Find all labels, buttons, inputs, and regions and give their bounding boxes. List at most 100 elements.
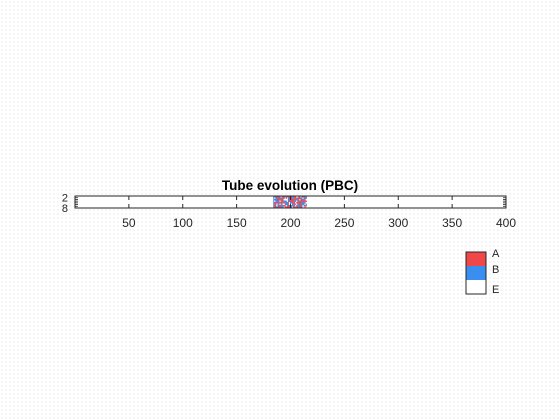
heatmap-cell xyxy=(301,196,303,198)
x-axis: 50 100 150 200 250 300 350 400 xyxy=(122,196,516,230)
heatmap-cell xyxy=(304,199,306,201)
heatmap-cell xyxy=(273,203,275,206)
heatmap-cell xyxy=(303,203,305,206)
heatmap-cell xyxy=(291,197,293,200)
heatmap-cell xyxy=(298,202,300,204)
heatmap-cell xyxy=(282,206,284,209)
heatmap-cell xyxy=(302,202,304,204)
heatmap-cell xyxy=(299,196,301,198)
heatmap-cell xyxy=(282,202,284,204)
heatmap-cell xyxy=(288,203,291,206)
heatmap-cell xyxy=(296,199,298,201)
heatmap-cell xyxy=(298,197,300,200)
x-tick-label: 250 xyxy=(334,216,354,230)
heatmap-cell xyxy=(305,200,307,203)
heatmap-cell xyxy=(293,206,295,209)
heatmap-cell xyxy=(291,202,293,204)
heatmap-cell xyxy=(288,196,291,198)
heatmap-cell xyxy=(286,203,289,206)
heatmap-cell xyxy=(286,206,289,209)
heatmap-cell xyxy=(287,197,290,200)
heatmap-cell xyxy=(302,197,304,200)
heatmap-cell xyxy=(287,206,290,209)
heatmap-cell xyxy=(304,200,306,203)
heatmap-cell xyxy=(296,202,298,204)
heatmap-cell xyxy=(275,196,277,198)
heatmap-cell xyxy=(305,199,307,201)
heatmap-cell xyxy=(300,199,302,201)
heatmap-cell xyxy=(285,200,287,203)
heatmap-cell xyxy=(293,197,295,200)
heatmap-cell xyxy=(278,205,280,207)
heatmap-cell xyxy=(296,196,298,198)
heatmap-cell xyxy=(277,205,279,207)
heatmap-cell xyxy=(295,199,297,201)
x-tick-label: 50 xyxy=(122,216,136,230)
heatmap-cell xyxy=(301,203,303,206)
heatmap-cell xyxy=(304,196,306,198)
heatmap-cell xyxy=(297,199,299,201)
heatmap-cell xyxy=(294,205,296,207)
heatmap-cell xyxy=(286,205,289,207)
heatmap-cell xyxy=(303,199,305,201)
heatmap-cell xyxy=(276,197,278,200)
heatmap-cell xyxy=(283,205,285,207)
heatmap-cell xyxy=(294,206,296,209)
heatmap-cell xyxy=(281,196,283,198)
heatmap-cell xyxy=(277,199,279,201)
heatmap-cell xyxy=(273,205,275,207)
heatmap-cell xyxy=(296,205,298,207)
x-tick-label: 350 xyxy=(442,216,462,230)
heatmap-cell xyxy=(303,197,305,200)
heatmap-cell xyxy=(283,206,285,209)
y-tick-label: 2 xyxy=(62,193,68,205)
heatmap-cell xyxy=(285,197,287,200)
heatmap-cell xyxy=(303,206,305,209)
heatmap-cell xyxy=(277,197,279,200)
heatmap-cell xyxy=(302,199,304,201)
heatmap-cell xyxy=(281,200,283,203)
heatmap-cell xyxy=(299,205,301,207)
heatmap-cell xyxy=(276,206,278,209)
heatmap-cell xyxy=(289,202,292,204)
heatmap-cell xyxy=(292,200,294,203)
heatmap-cell xyxy=(303,202,305,204)
heatmap-cell xyxy=(298,199,300,201)
heatmap-cell xyxy=(287,196,290,198)
heatmap-cell xyxy=(304,203,306,206)
heatmap-cell xyxy=(284,200,286,203)
heatmap-cell xyxy=(274,203,276,206)
heatmap-cell xyxy=(275,199,277,201)
x-tick-label: 400 xyxy=(496,216,516,230)
heatmap-cell xyxy=(282,205,284,207)
heatmap-cell xyxy=(305,197,307,200)
heatmap-cell xyxy=(293,202,295,204)
heatmap-cell xyxy=(284,203,286,206)
heatmap-cell xyxy=(303,200,305,203)
heatmap-cell xyxy=(279,203,281,206)
heatmap-cell xyxy=(298,203,300,206)
heatmap-cell xyxy=(283,200,285,203)
heatmap-cell xyxy=(278,203,280,206)
heatmap-cell xyxy=(281,202,283,204)
heatmap-cell xyxy=(297,203,299,206)
heatmap-cell xyxy=(300,200,302,203)
heatmap-cell xyxy=(273,197,275,200)
legend-label: A xyxy=(492,248,500,260)
legend-frame xyxy=(465,251,487,295)
heatmap-cell xyxy=(285,202,287,204)
heatmap-cell xyxy=(277,203,279,206)
heatmap-cell xyxy=(304,197,306,200)
heatmap-cell xyxy=(295,202,297,204)
heatmap-cell xyxy=(293,205,295,207)
heatmap-cell xyxy=(274,199,276,201)
heatmap-cell xyxy=(288,202,291,204)
heatmap-cell xyxy=(291,200,293,203)
heatmap-cell xyxy=(279,197,281,200)
heatmap-cell xyxy=(286,202,289,204)
heatmap-cell xyxy=(295,197,297,200)
heatmap-cell xyxy=(304,202,306,204)
heatmap-cell xyxy=(287,199,290,201)
heatmap-cell xyxy=(274,200,276,203)
